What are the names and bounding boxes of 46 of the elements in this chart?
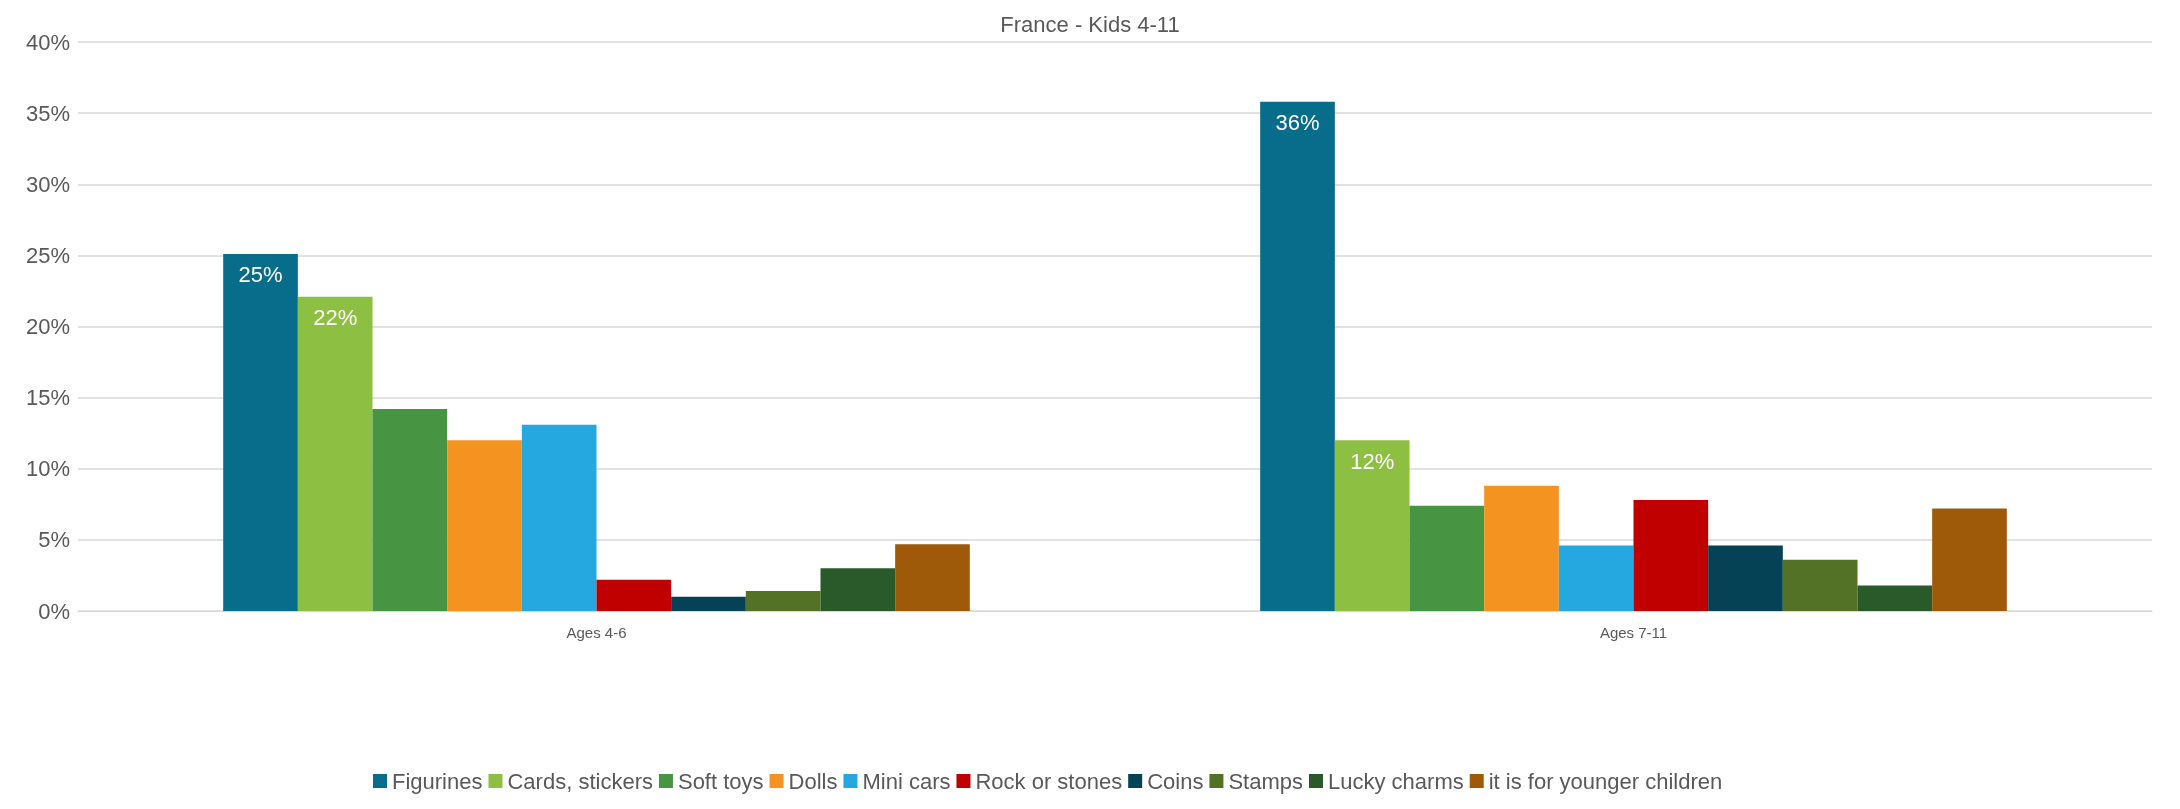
x-tick-label: Ages 4-6: [566, 624, 627, 641]
bar: [895, 544, 970, 611]
data-label: 22%: [313, 305, 358, 331]
bar: [1932, 508, 2007, 611]
legend-label: Stamps: [1228, 768, 1304, 794]
y-tick-label: 0%: [38, 598, 70, 624]
bar: [1708, 545, 1783, 611]
legend-label: Coins: [1147, 768, 1204, 794]
y-tick-label: 40%: [25, 29, 70, 55]
x-tick-label: Ages 7-11: [1599, 624, 1668, 641]
legend-label: Soft toys: [677, 768, 764, 794]
bar: [1782, 559, 1858, 611]
bar: [820, 568, 896, 611]
bar: [447, 440, 522, 611]
data-label: 25%: [238, 262, 283, 288]
y-tick-label: 20%: [25, 314, 70, 339]
bar: [1334, 440, 1410, 611]
bar: [297, 296, 373, 611]
bar: [1857, 585, 1933, 611]
legend-label: Dolls: [788, 768, 838, 794]
bar: [1558, 545, 1634, 611]
bar: [745, 591, 821, 611]
y-tick-label: 10%: [25, 456, 70, 482]
bar: [223, 253, 298, 611]
y-tick-label: 15%: [25, 385, 70, 411]
data-label: 12%: [1350, 448, 1395, 474]
bar: [1409, 505, 1485, 611]
y-tick-label: 35%: [25, 100, 70, 126]
bar: [372, 409, 448, 611]
bar: [1484, 485, 1559, 611]
legend-label: Figurines: [392, 768, 483, 794]
chart-title: France - Kids 4-11: [1000, 11, 1180, 37]
bar: [596, 579, 672, 611]
legend-label: it is for younger children: [1488, 768, 1723, 794]
y-tick-label: 5%: [38, 527, 70, 553]
legend-label: Lucky charms: [1328, 768, 1464, 794]
legend-label: Cards, stickers: [507, 768, 653, 794]
bar: [1633, 500, 1709, 611]
y-tick-label: 25%: [25, 242, 70, 268]
y-tick-label: 30%: [25, 171, 70, 197]
legend-label: Mini cars: [862, 768, 951, 794]
data-label: 36%: [1275, 110, 1320, 136]
bar: [671, 596, 746, 611]
bar: [521, 424, 597, 611]
bar: [1260, 101, 1335, 611]
legend-label: Rock or stones: [975, 768, 1123, 794]
